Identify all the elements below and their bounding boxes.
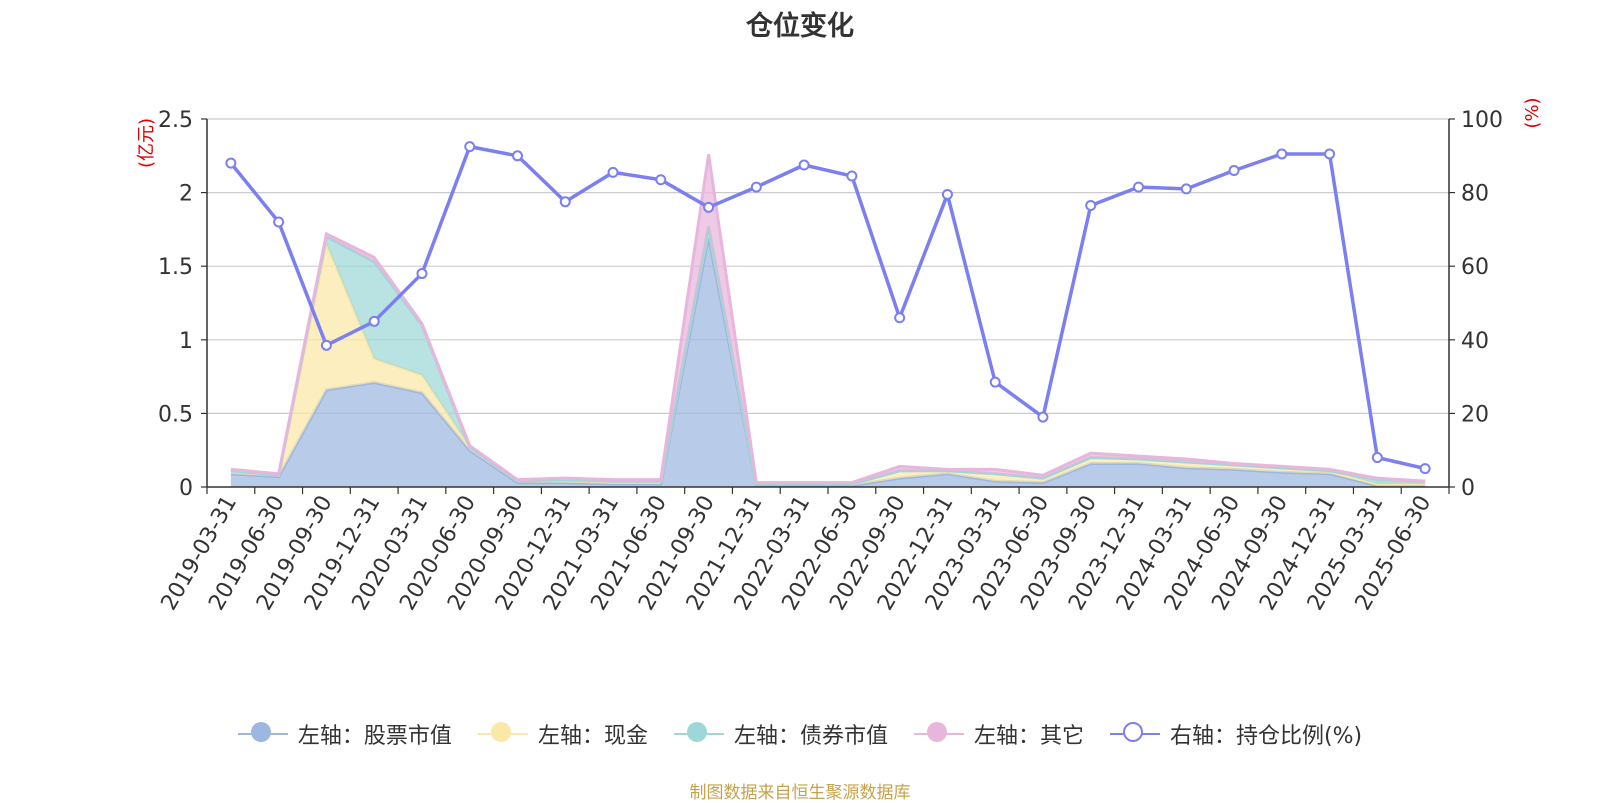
- ratio-point: [655, 174, 667, 186]
- ratio-point: [559, 196, 571, 208]
- ratio-point: [1276, 148, 1288, 160]
- legend-label: 左轴：其它: [973, 724, 1084, 749]
- legend-item-1[interactable]: 左轴：现金: [477, 718, 648, 750]
- legend-label: 左轴：债券市值: [733, 724, 888, 749]
- legend-marker-icon: [1109, 721, 1160, 747]
- left-tick-label: 2: [179, 182, 193, 207]
- ratio-point: [1371, 452, 1383, 464]
- legend-marker-icon: [673, 721, 724, 747]
- legend-label: 左轴：现金: [537, 724, 648, 749]
- area-series-0: [230, 236, 1426, 487]
- legend-item-0[interactable]: 左轴：股票市值: [237, 718, 452, 750]
- ratio-point: [1133, 181, 1144, 193]
- ratio-point: [416, 268, 428, 280]
- right-tick-label: 100: [1461, 108, 1503, 133]
- ratio-point: [607, 166, 619, 178]
- ratio-point: [320, 339, 332, 351]
- ratio-point: [1228, 165, 1240, 177]
- left-tick-label: 0: [179, 476, 193, 501]
- source-note: 制图数据来自恒生聚源数据库: [689, 783, 911, 803]
- right-tick-label: 40: [1461, 329, 1489, 354]
- right-tick-label: 60: [1461, 255, 1489, 280]
- ratio-point: [368, 315, 380, 327]
- area-edge-3: [230, 154, 1426, 485]
- position-chart: 00.511.522.5020406080100(亿元)(%)2019-03-3…: [136, 97, 1543, 614]
- ratio-point: [225, 157, 237, 169]
- ratio-point: [703, 201, 715, 213]
- ratio-point: [1324, 148, 1336, 160]
- legend: 左轴：股票市值 左轴：现金 左轴：债券市值 左轴：其它 右轴：持仓比例(%): [0, 718, 1600, 750]
- ratio-point: [846, 170, 858, 182]
- ratio-point: [1037, 411, 1049, 423]
- right-tick-label: 80: [1461, 182, 1489, 207]
- line-layer: [225, 141, 1431, 475]
- right-tick-label: 20: [1461, 402, 1489, 427]
- legend-marker-icon: [477, 721, 528, 747]
- legend-label: 左轴：股票市值: [297, 724, 452, 749]
- left-tick-label: 1.5: [158, 255, 193, 280]
- legend-label: 右轴：持仓比例(%): [1169, 724, 1363, 749]
- ratio-point: [1419, 463, 1431, 475]
- legend-item-4[interactable]: 右轴：持仓比例(%): [1109, 718, 1363, 750]
- ratio-point: [798, 159, 810, 171]
- right-axis-unit: (%): [1522, 97, 1543, 128]
- ratio-point: [989, 376, 1001, 388]
- legend-marker-icon: [237, 721, 288, 747]
- area-series-2: [230, 226, 1426, 485]
- ratio-point: [512, 150, 523, 162]
- axis-layer: [201, 118, 1455, 494]
- ratio-point: [1085, 199, 1097, 211]
- ratio-line: [229, 144, 1426, 471]
- ratio-point: [750, 181, 762, 193]
- left-tick-label: 0.5: [158, 402, 193, 427]
- right-tick-label: 0: [1461, 476, 1475, 501]
- area-layer: [230, 154, 1426, 488]
- left-axis-unit: (亿元): [136, 118, 157, 168]
- ratio-point: [464, 141, 476, 153]
- left-tick-label: 2.5: [158, 108, 193, 133]
- ratio-point: [273, 216, 285, 228]
- ratio-point: [941, 188, 953, 200]
- chart-title: 仓位变化: [746, 11, 854, 42]
- legend-item-3[interactable]: 左轴：其它: [913, 718, 1084, 750]
- ratio-point: [894, 312, 906, 324]
- left-tick-label: 1: [179, 329, 193, 354]
- legend-marker-icon: [913, 721, 964, 747]
- legend-item-2[interactable]: 左轴：债券市值: [673, 718, 888, 750]
- ratio-point: [1180, 183, 1192, 195]
